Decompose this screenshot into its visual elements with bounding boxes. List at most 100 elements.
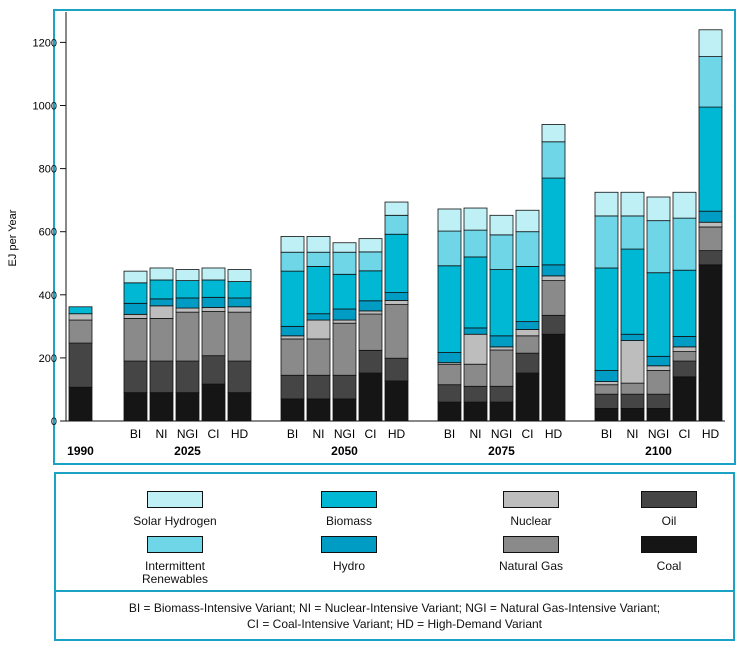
bar-segment-hydro <box>489 335 514 348</box>
x-tick-label: HD <box>702 427 720 441</box>
legend-label-hydro: Hydro <box>332 559 365 573</box>
bar-segment-biomass <box>594 267 619 371</box>
bar-segment-coal <box>594 407 619 422</box>
bar-segment-natural-gas <box>201 311 226 357</box>
bar-segment-nuclear <box>594 381 619 386</box>
y-tick-label: 200 <box>39 353 57 365</box>
legend-swatch-coal <box>641 536 697 553</box>
bar-segment-oil <box>306 374 331 400</box>
bars <box>68 29 723 422</box>
bar-segment-biomass <box>68 306 93 315</box>
x-tick-label: BI <box>601 427 612 441</box>
bar-segment-biomass <box>306 266 331 315</box>
bar-segment-oil <box>672 360 697 378</box>
bar-segment-hydro <box>306 313 331 321</box>
legend-item-nuclear: Nuclear <box>456 491 606 528</box>
bar-segment-natural-gas <box>175 311 200 362</box>
legend-swatch-oil <box>641 491 697 508</box>
x-group-label: 2050 <box>331 444 358 458</box>
bar-segment-hydro <box>201 296 226 308</box>
bar-segment-natural-gas <box>384 304 409 359</box>
x-group-label: 2025 <box>174 444 201 458</box>
bar-segment-coal <box>463 401 488 422</box>
legend-item-oil: Oil <box>594 491 744 528</box>
bar-segment-hydro <box>123 302 148 315</box>
x-tick-label: BI <box>130 427 141 441</box>
legend-note-line-1: BI = Biomass-Intensive Variant; NI = Nuc… <box>128 601 661 615</box>
bar-segment-solar-hydrogen <box>306 236 331 253</box>
bar-segment-intermittent-renewables <box>332 251 357 275</box>
bar-segment-nuclear <box>541 275 566 282</box>
bar-segment-nuclear <box>384 300 409 305</box>
bar-segment-nuclear <box>463 333 488 365</box>
bar-segment-oil <box>515 352 540 374</box>
legend-abbreviations-note: BI = Biomass-Intensive Variant; NI = Nuc… <box>56 600 733 632</box>
x-labels: 1990 BI NI NGI CI HD 2025 BI NI NGI CI HD 2050 BI NI NG… <box>67 427 719 458</box>
bar-segment-oil <box>698 250 723 266</box>
legend-swatch-biomass <box>321 491 377 508</box>
bar-segment-biomass <box>515 266 540 323</box>
bar-segment-hydro <box>620 333 645 341</box>
bar-segment-oil <box>123 360 148 394</box>
bar-segment-coal <box>515 372 540 422</box>
bar-segment-solar-hydrogen <box>437 208 462 232</box>
bar-segment-biomass <box>437 265 462 353</box>
bar-segment-natural-gas <box>489 349 514 387</box>
bar-segment-nuclear <box>698 221 723 228</box>
bar-segment-natural-gas <box>280 338 305 376</box>
bar-segment-intermittent-renewables <box>489 234 514 270</box>
bar-segment-natural-gas <box>646 370 671 395</box>
bar-segment-intermittent-renewables <box>306 251 331 267</box>
bar-segment-solar-hydrogen <box>280 236 305 253</box>
bar-segment-nuclear <box>358 310 383 315</box>
bar-segment-natural-gas <box>306 338 331 376</box>
bar-segment-coal <box>358 372 383 422</box>
bar-segment-hydro <box>175 297 200 309</box>
x-tick-label: NGI <box>177 427 198 441</box>
x-tick-label: BI <box>287 427 298 441</box>
bar-segment-biomass <box>384 233 409 293</box>
bar-segment-solar-hydrogen <box>175 269 200 282</box>
y-axis-label: EJ per Year <box>7 209 19 266</box>
bar-segment-oil <box>149 360 174 394</box>
bar-segment-hydro <box>149 298 174 307</box>
bar-segment-solar-hydrogen <box>698 29 723 57</box>
x-tick-label: NI <box>627 427 639 441</box>
x-group-label: 2100 <box>645 444 672 458</box>
bar-segment-oil <box>463 385 488 403</box>
bar-segment-biomass <box>541 177 566 266</box>
bar-segment-biomass <box>280 270 305 327</box>
y-tick-label: 1200 <box>33 37 57 49</box>
bar-segment-intermittent-renewables <box>515 231 540 267</box>
bar-segment-solar-hydrogen <box>149 267 174 281</box>
bar-segment-coal <box>437 401 462 422</box>
bar-segment-coal <box>541 333 566 422</box>
bar-segment-biomass <box>358 270 383 302</box>
bar-segment-solar-hydrogen <box>358 238 383 253</box>
bar-segment-intermittent-renewables <box>463 229 488 258</box>
bar-segment-nuclear <box>332 319 357 324</box>
legend-label-nuclear: Nuclear <box>510 514 552 528</box>
legend-note-line-2: CI = Coal-Intensive Variant; HD = High-D… <box>246 617 543 631</box>
bar-segment-oil <box>175 360 200 394</box>
bar-segment-oil <box>68 342 93 388</box>
bar-segment-natural-gas <box>672 351 697 362</box>
legend-label-coal: Coal <box>656 559 682 573</box>
bar-segment-biomass <box>332 273 357 310</box>
x-tick-label: HD <box>231 427 249 441</box>
bar-segment-intermittent-renewables <box>358 251 383 272</box>
bar-segment-natural-gas <box>358 313 383 351</box>
bar-segment-natural-gas <box>437 363 462 386</box>
bar-segment-solar-hydrogen <box>463 207 488 231</box>
bar-segment-solar-hydrogen <box>646 196 671 222</box>
bar-segment-coal <box>620 407 645 422</box>
bar-segment-oil <box>358 349 383 374</box>
bar-segment-biomass <box>698 106 723 212</box>
x-tick-label: HD <box>388 427 406 441</box>
bar-segment-oil <box>332 374 357 400</box>
legend: Solar Hydrogen Biomass Nuclear Oil Inter… <box>54 472 735 641</box>
bar-segment-hydro <box>384 292 409 301</box>
bar-segment-oil <box>280 374 305 400</box>
bar-segment-hydro <box>227 297 252 308</box>
bar-segment-natural-gas <box>68 319 93 344</box>
